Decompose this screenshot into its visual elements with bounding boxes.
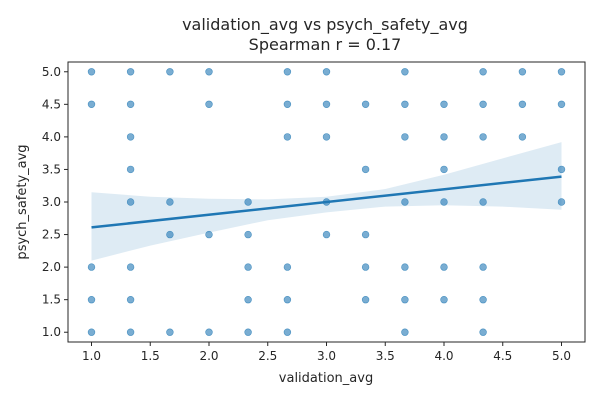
data-point bbox=[361, 165, 370, 174]
data-point bbox=[401, 198, 409, 206]
data-point bbox=[87, 263, 96, 271]
x-tick-label: 2.0 bbox=[199, 349, 218, 363]
y-tick-label: 4.5 bbox=[42, 97, 61, 111]
x-tick-label: 2.5 bbox=[258, 349, 277, 363]
data-point bbox=[322, 68, 331, 76]
data-point bbox=[557, 198, 566, 206]
data-point bbox=[205, 68, 213, 76]
data-point bbox=[283, 263, 292, 271]
data-point bbox=[401, 296, 409, 304]
data-point bbox=[166, 68, 174, 76]
data-point bbox=[322, 100, 331, 109]
data-point bbox=[87, 68, 96, 76]
data-point bbox=[244, 328, 252, 336]
data-point bbox=[361, 263, 370, 271]
data-point bbox=[361, 100, 370, 109]
x-tick-label: 3.5 bbox=[376, 349, 395, 363]
y-tick-label: 3.5 bbox=[42, 162, 61, 176]
data-point bbox=[479, 263, 487, 271]
data-point bbox=[244, 198, 252, 206]
data-point bbox=[126, 68, 135, 76]
data-point bbox=[205, 328, 213, 336]
data-point bbox=[518, 100, 527, 109]
y-tick-label: 2.5 bbox=[42, 228, 61, 242]
x-tick-label: 5.0 bbox=[552, 349, 571, 363]
data-point bbox=[283, 328, 292, 336]
regression-line bbox=[91, 175, 562, 229]
data-point bbox=[87, 328, 96, 336]
data-point bbox=[361, 296, 370, 304]
data-point bbox=[557, 68, 566, 76]
points-layer bbox=[87, 68, 566, 336]
data-point bbox=[557, 100, 566, 109]
data-point bbox=[205, 230, 213, 239]
chart-subtitle: Spearman r = 0.17 bbox=[249, 35, 402, 54]
y-tick-label: 1.5 bbox=[42, 293, 61, 307]
data-point bbox=[126, 263, 135, 271]
data-point bbox=[166, 230, 174, 239]
data-point bbox=[440, 165, 448, 174]
data-point bbox=[87, 296, 96, 304]
regression-line-layer bbox=[91, 175, 562, 229]
x-axis-label: validation_avg bbox=[279, 371, 373, 386]
data-point bbox=[518, 133, 527, 141]
y-tick-label: 3.0 bbox=[42, 195, 61, 209]
x-tick-label: 4.0 bbox=[434, 349, 453, 363]
data-point bbox=[401, 263, 409, 271]
data-point bbox=[166, 198, 174, 206]
chart-title: validation_avg vs psych_safety_avg bbox=[182, 15, 468, 35]
data-point bbox=[479, 296, 487, 304]
x-tick-label: 4.5 bbox=[493, 349, 512, 363]
data-point bbox=[361, 230, 370, 239]
x-tick-label: 3.0 bbox=[317, 349, 336, 363]
data-point bbox=[401, 100, 409, 109]
x-tick-label: 1.0 bbox=[82, 349, 101, 363]
data-point bbox=[87, 100, 96, 109]
data-point bbox=[126, 165, 135, 174]
data-point bbox=[322, 133, 331, 141]
data-point bbox=[479, 198, 487, 206]
data-point bbox=[244, 263, 252, 271]
data-point bbox=[244, 296, 252, 304]
data-point bbox=[557, 165, 566, 174]
data-point bbox=[440, 198, 448, 206]
data-point bbox=[518, 68, 527, 76]
y-axis-label: psych_safety_avg bbox=[15, 144, 30, 259]
x-axis-ticks: 1.0 1.5 2.0 2.5 3.0 3.5 4.0 4.5 5.0 bbox=[82, 342, 571, 363]
data-point bbox=[401, 68, 409, 76]
data-point bbox=[205, 100, 213, 109]
data-point bbox=[479, 68, 487, 76]
data-point bbox=[401, 328, 409, 336]
data-point bbox=[283, 68, 292, 76]
data-point bbox=[126, 296, 135, 304]
data-point bbox=[440, 100, 448, 109]
data-point bbox=[283, 100, 292, 109]
data-point bbox=[479, 133, 487, 141]
y-axis-ticks: 1.0 1.5 2.0 2.5 3.0 3.5 4.0 4.5 5.0 bbox=[42, 65, 68, 339]
data-point bbox=[440, 296, 448, 304]
data-point bbox=[126, 198, 135, 206]
data-point bbox=[126, 328, 135, 336]
data-point bbox=[322, 230, 331, 239]
y-tick-label: 5.0 bbox=[42, 65, 61, 79]
data-point bbox=[440, 263, 448, 271]
data-point bbox=[126, 133, 135, 141]
data-point bbox=[479, 328, 487, 336]
y-tick-label: 2.0 bbox=[42, 260, 61, 274]
y-tick-label: 1.0 bbox=[42, 325, 61, 339]
data-point bbox=[244, 230, 252, 239]
data-point bbox=[283, 133, 292, 141]
data-point bbox=[479, 100, 487, 109]
y-tick-label: 4.0 bbox=[42, 130, 61, 144]
data-point bbox=[166, 328, 174, 336]
x-tick-label: 1.5 bbox=[141, 349, 160, 363]
data-point bbox=[126, 100, 135, 109]
data-point bbox=[401, 133, 409, 141]
data-point bbox=[283, 296, 292, 304]
data-point bbox=[440, 133, 448, 141]
